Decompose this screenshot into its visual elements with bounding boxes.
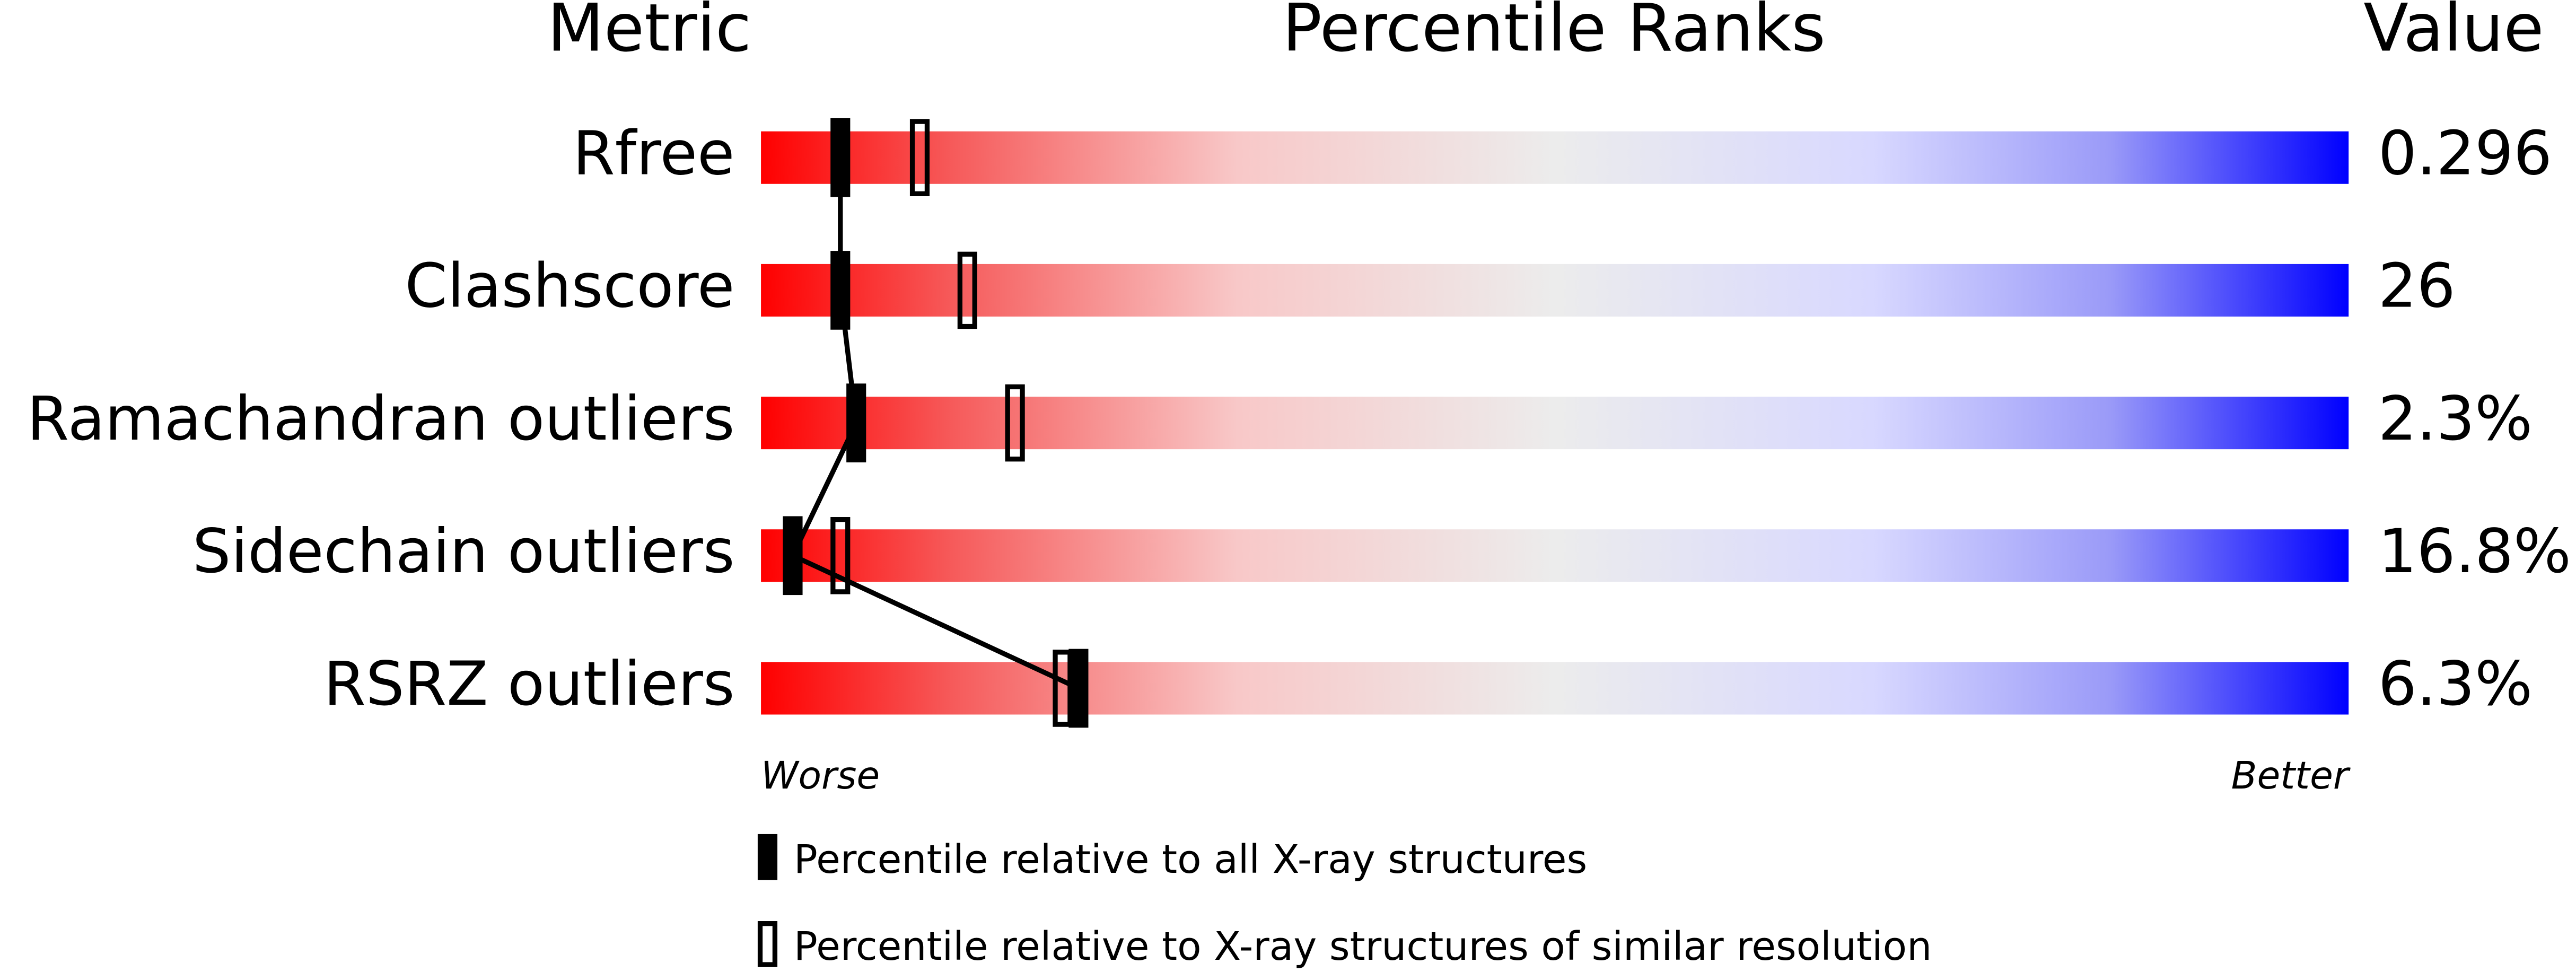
- percentile-bar: [761, 662, 2349, 715]
- marker-filled: [830, 251, 851, 330]
- metric-value: 16.8%: [2378, 516, 2571, 587]
- header-metric: Metric: [547, 0, 751, 67]
- metric-label: Rfree: [573, 118, 734, 189]
- marker-open: [830, 517, 851, 594]
- metric-label: Ramachandran outliers: [27, 384, 735, 454]
- axis-worse: Worse: [761, 754, 880, 798]
- marker-filled: [846, 383, 866, 462]
- marker-open: [1053, 650, 1073, 727]
- metric-label: RSRZ outliers: [323, 649, 734, 720]
- header-percentile: Percentile Ranks: [1282, 0, 1825, 67]
- legend-swatch: [757, 834, 778, 880]
- axis-better: Better: [2231, 754, 2351, 798]
- legend-label: Percentile relative to X-ray structures …: [794, 923, 1932, 969]
- marker-open: [1005, 384, 1025, 462]
- percentile-bar: [761, 131, 2349, 184]
- metric-value: 2.3%: [2378, 384, 2533, 454]
- percentile-bar: [761, 397, 2349, 450]
- metric-label: Sidechain outliers: [192, 516, 735, 587]
- legend-label: Percentile relative to all X-ray structu…: [794, 836, 1587, 882]
- marker-filled: [830, 118, 851, 197]
- marker-filled: [783, 516, 803, 596]
- metric-value: 26: [2378, 251, 2456, 322]
- header-value: Value: [2363, 0, 2544, 67]
- percentile-bar: [761, 264, 2349, 317]
- metric-label: Clashscore: [405, 251, 734, 322]
- legend-swatch: [757, 921, 778, 967]
- marker-open: [957, 251, 977, 329]
- percentile-bar: [761, 529, 2349, 582]
- marker-open: [909, 119, 930, 197]
- metric-value: 6.3%: [2378, 649, 2533, 720]
- metric-value: 0.296: [2378, 118, 2552, 189]
